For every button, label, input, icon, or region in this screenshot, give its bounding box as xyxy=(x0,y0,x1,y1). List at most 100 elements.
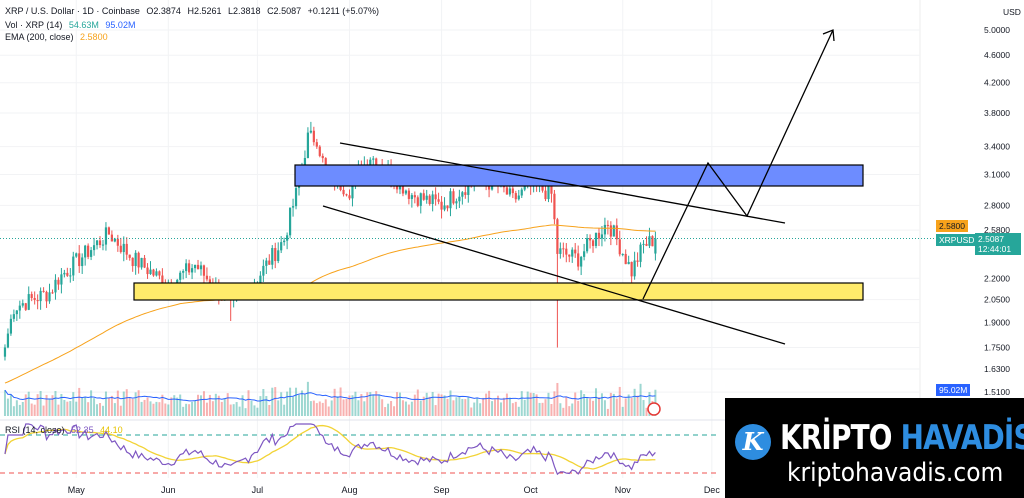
volume-bar xyxy=(633,388,636,416)
ohlc-change: +0.1211 (+5.07%) xyxy=(307,6,379,16)
candle-body xyxy=(505,187,508,195)
volume-bar xyxy=(354,391,357,416)
candle-body xyxy=(303,157,307,166)
volume-bar xyxy=(381,399,384,416)
rsi-label: RSI (14, close) xyxy=(5,425,65,435)
volume-bar xyxy=(87,402,90,416)
candle-body xyxy=(615,225,618,240)
volume-bar xyxy=(292,396,295,416)
candle-body xyxy=(609,225,612,237)
candle-body xyxy=(321,155,324,159)
x-tick-label: Sep xyxy=(434,485,450,495)
channel-lower-line xyxy=(322,205,786,345)
volume-bar xyxy=(589,398,592,416)
candle-body xyxy=(431,194,434,205)
volume-bar xyxy=(146,397,149,416)
candle-body xyxy=(648,236,651,246)
volume-bar xyxy=(137,390,140,416)
ohlc-close: C2.5087 xyxy=(267,6,302,16)
candle-body xyxy=(467,182,470,195)
volume-bar xyxy=(312,400,315,416)
volume-bar xyxy=(496,395,499,416)
candle-body xyxy=(642,243,645,245)
volume-bar xyxy=(562,407,565,416)
volume-bar xyxy=(499,402,502,416)
volume-bar xyxy=(244,408,247,416)
candle-body xyxy=(606,224,609,226)
volume-bar xyxy=(387,403,390,416)
y-tick-label: 2.8000 xyxy=(984,200,1010,210)
volume-bar xyxy=(351,395,354,416)
volume-bar xyxy=(24,394,27,416)
volume-bar xyxy=(110,395,113,416)
candle-body xyxy=(45,291,48,302)
volume-bar xyxy=(202,391,205,416)
volume-bar xyxy=(72,392,75,416)
volume-bar xyxy=(167,404,170,416)
volume-bar xyxy=(220,401,223,416)
volume-bar xyxy=(315,403,318,416)
volume-bar xyxy=(327,406,330,416)
candle-body xyxy=(577,253,580,267)
volume-value: 54.63M xyxy=(68,20,99,30)
volume-bar xyxy=(6,398,9,416)
candle-body xyxy=(84,245,87,258)
volume-bar xyxy=(529,392,532,416)
candle-body xyxy=(190,268,194,273)
volume-bar xyxy=(140,401,143,416)
volume-bar xyxy=(173,395,176,416)
volume-bar xyxy=(63,399,66,416)
brand-word1: KRİPTO xyxy=(780,418,893,458)
candle-body xyxy=(425,195,428,200)
candle-body xyxy=(571,249,574,257)
volume-bar xyxy=(84,397,87,416)
volume-bar xyxy=(336,396,339,416)
volume-bar xyxy=(182,406,185,416)
us-flag-icon xyxy=(647,402,661,416)
volume-bar xyxy=(482,397,485,416)
ohlc-low: L2.3818 xyxy=(228,6,261,16)
candle-body xyxy=(508,188,511,195)
candle-body xyxy=(514,193,517,200)
volume-bar xyxy=(624,398,627,416)
volume-bar xyxy=(149,401,152,416)
candle-body xyxy=(158,271,161,276)
candle-body xyxy=(286,235,289,241)
candle-body xyxy=(553,193,556,220)
candle-body xyxy=(155,271,158,276)
candle-body xyxy=(125,243,128,255)
volume-bar xyxy=(303,394,306,416)
volume-bar xyxy=(161,394,164,416)
volume-bar xyxy=(93,398,96,416)
ema-value: 2.5800 xyxy=(80,32,108,42)
candle-body xyxy=(280,242,283,251)
volume-ma-tag: 95.02M xyxy=(936,384,971,396)
candle-body xyxy=(179,272,182,280)
candle-body xyxy=(131,257,134,267)
volume-bar xyxy=(565,396,568,416)
candle-body xyxy=(24,303,27,310)
volume-bar xyxy=(583,394,586,416)
currency-label[interactable]: USD xyxy=(1003,7,1021,17)
volume-bar xyxy=(366,392,369,416)
volume-bar xyxy=(66,401,69,416)
candle-body xyxy=(57,279,60,285)
volume-bar xyxy=(597,397,600,416)
volume-bar xyxy=(211,401,214,416)
candle-body xyxy=(580,256,583,267)
y-tick-label: 3.8000 xyxy=(984,108,1010,118)
volume-bar xyxy=(306,381,309,416)
candle-body xyxy=(342,189,345,195)
volume-bar xyxy=(125,389,128,416)
volume-bar xyxy=(280,392,283,416)
candle-body xyxy=(98,240,102,246)
volume-bar xyxy=(464,399,467,416)
ema-200-line xyxy=(4,224,656,384)
y-tick-label: 1.5100 xyxy=(984,387,1010,397)
symbol-title: XRP / U.S. Dollar · 1D · Coinbase xyxy=(5,6,140,16)
candle-body xyxy=(627,261,630,265)
volume-bar xyxy=(425,392,428,416)
volume-bar xyxy=(502,397,505,416)
volume-bar xyxy=(636,395,639,416)
volume-bar xyxy=(158,402,161,416)
